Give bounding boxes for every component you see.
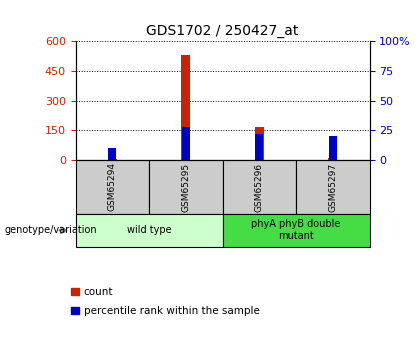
Bar [255, 134, 263, 160]
Text: GSM65295: GSM65295 [181, 162, 190, 211]
Text: percentile rank within the sample: percentile rank within the sample [84, 306, 260, 315]
Bar [296, 160, 370, 214]
Text: GSM65297: GSM65297 [328, 162, 337, 211]
Title: GDS1702 / 250427_at: GDS1702 / 250427_at [147, 23, 299, 38]
Bar [182, 127, 190, 160]
Text: GSM65294: GSM65294 [108, 162, 117, 211]
Bar [76, 160, 149, 214]
Bar [223, 160, 296, 214]
Bar [255, 127, 264, 160]
Text: count: count [84, 287, 113, 296]
Bar [181, 55, 190, 160]
Bar [329, 136, 337, 160]
Bar [108, 148, 116, 160]
Text: genotype/variation: genotype/variation [4, 225, 97, 235]
Bar [328, 158, 337, 160]
Bar [108, 159, 117, 160]
Text: phyA phyB double
mutant: phyA phyB double mutant [252, 219, 341, 241]
Bar [149, 160, 223, 214]
Text: GSM65296: GSM65296 [255, 162, 264, 211]
Text: wild type: wild type [127, 225, 171, 235]
